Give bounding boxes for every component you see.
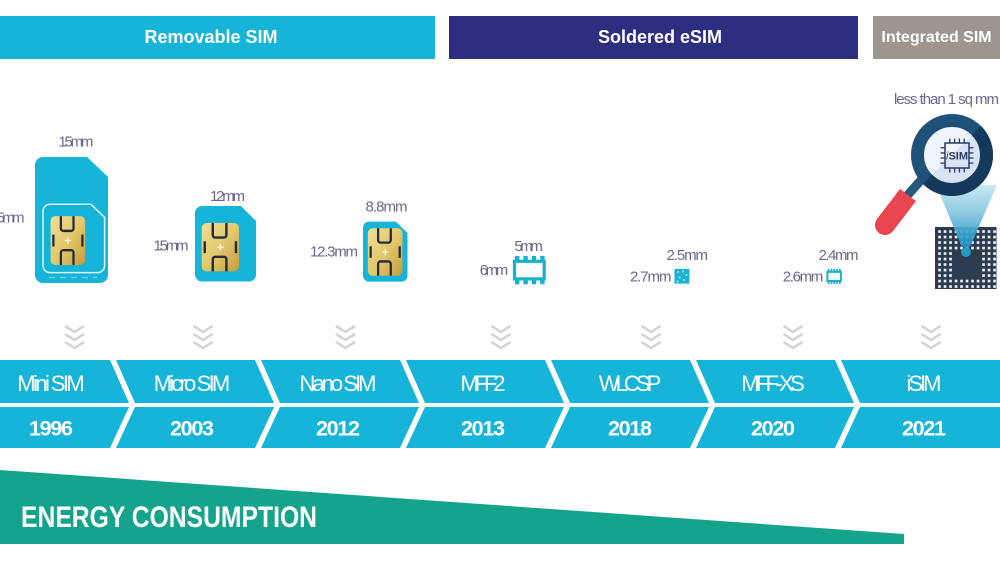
svg-text:less than 1 sq mm: less than 1 sq mm	[894, 91, 999, 108]
svg-text:6mm: 6mm	[480, 262, 509, 279]
svg-text:1996: 1996	[29, 417, 73, 441]
svg-text:2012: 2012	[316, 417, 360, 441]
svg-text:2018: 2018	[608, 417, 652, 441]
svg-text:2.4mm: 2.4mm	[819, 247, 859, 264]
svg-text:2.7mm: 2.7mm	[630, 268, 672, 285]
svg-text:Mini SIM: Mini SIM	[17, 371, 85, 396]
svg-text:iSIM: iSIM	[946, 151, 968, 163]
svg-text:15mm: 15mm	[154, 237, 189, 254]
svg-text:2021: 2021	[902, 417, 946, 441]
svg-text:iSIM: iSIM	[907, 371, 942, 396]
svg-text:MFF2: MFF2	[461, 371, 506, 396]
svg-text:WLCSP: WLCSP	[599, 371, 662, 396]
svg-text:2.6mm: 2.6mm	[783, 268, 824, 285]
svg-text:ENERGY CONSUMPTION: ENERGY CONSUMPTION	[21, 501, 317, 534]
svg-text:Nano SIM: Nano SIM	[300, 371, 377, 396]
svg-text:2003: 2003	[170, 417, 214, 441]
svg-text:2020: 2020	[751, 417, 795, 441]
svg-text:25mm: 25mm	[0, 209, 25, 226]
svg-text:8.8mm: 8.8mm	[366, 199, 408, 216]
svg-text:5mm: 5mm	[514, 238, 543, 255]
svg-text:12mm: 12mm	[210, 188, 245, 205]
svg-text:MFF-XS: MFF-XS	[741, 371, 805, 396]
svg-text:2.5mm: 2.5mm	[667, 247, 709, 264]
svg-text:Micro SIM: Micro SIM	[154, 371, 231, 396]
svg-text:2013: 2013	[461, 417, 505, 441]
svg-text:15mm: 15mm	[58, 133, 93, 150]
svg-text:12.3mm: 12.3mm	[310, 243, 358, 260]
